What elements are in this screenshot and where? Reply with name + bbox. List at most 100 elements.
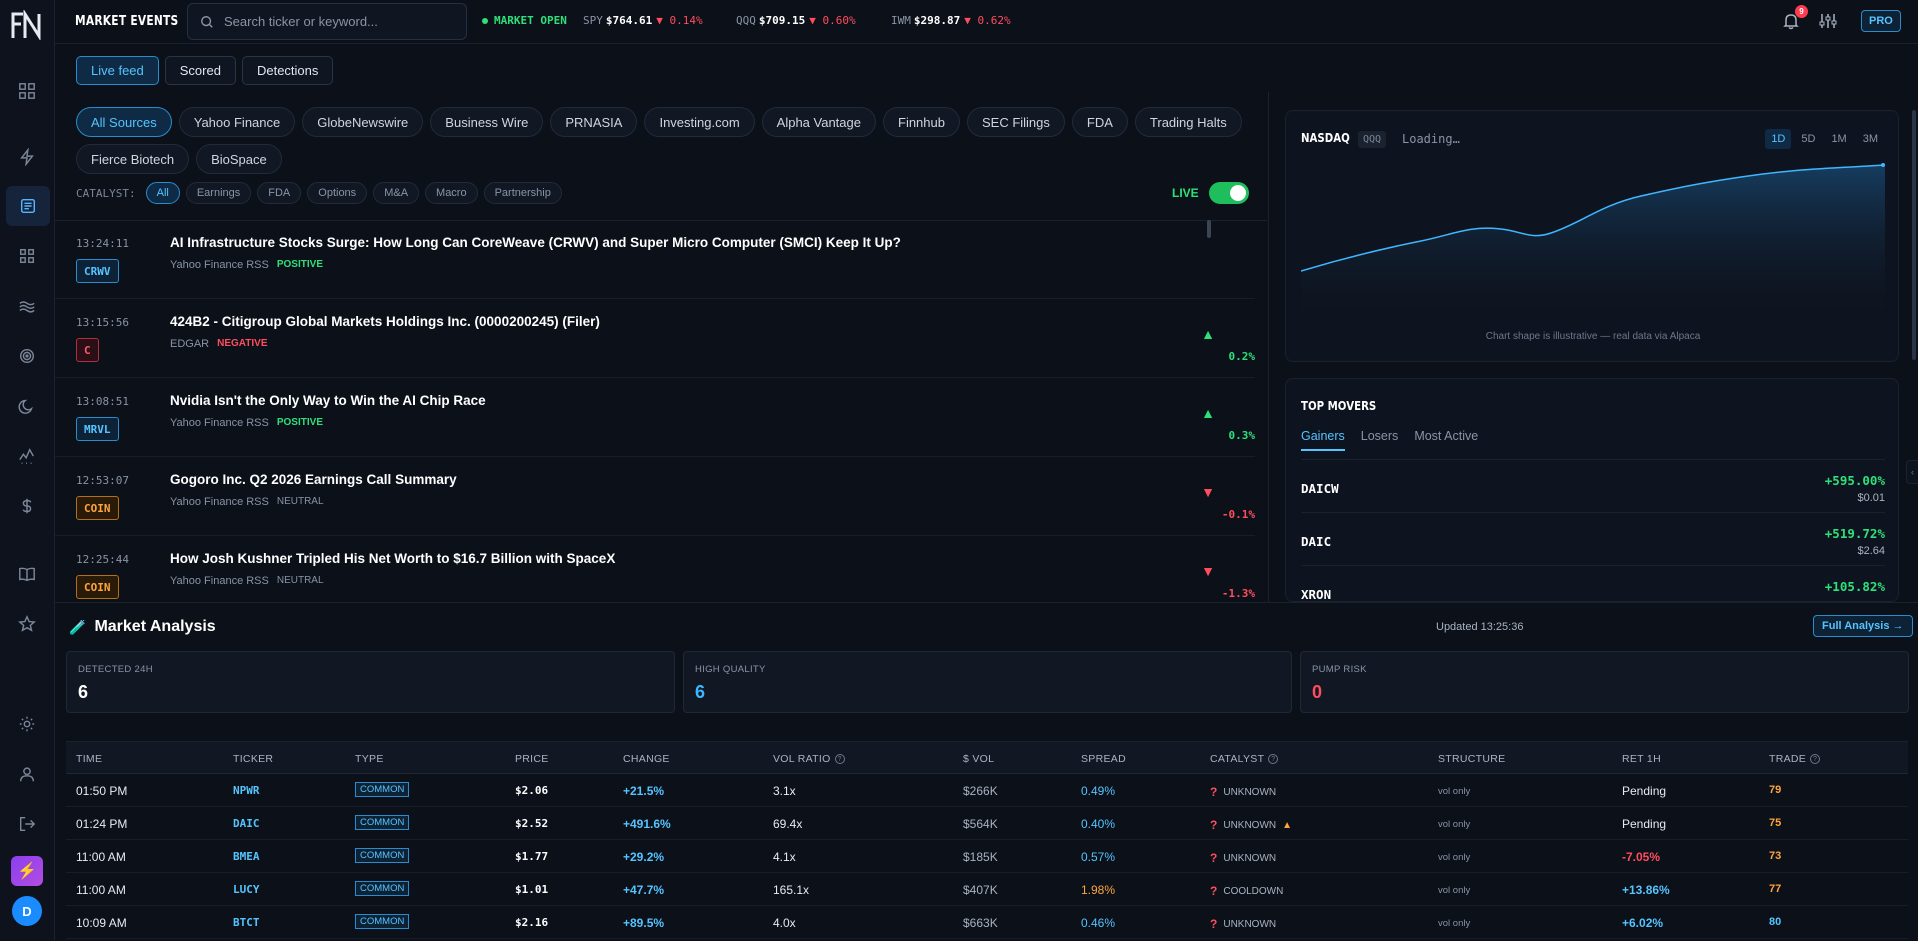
source-chip[interactable]: Business Wire — [430, 107, 544, 137]
activity-icon[interactable] — [14, 443, 40, 469]
column-header[interactable]: VOL RATIO? — [773, 753, 845, 765]
sliders-icon[interactable] — [1819, 12, 1837, 30]
dollar-icon[interactable] — [14, 493, 40, 519]
source-chip[interactable]: Alpha Vantage — [761, 107, 876, 137]
column-header[interactable]: STRUCTURE — [1438, 753, 1506, 765]
source-chip[interactable]: Trading Halts — [1134, 107, 1242, 137]
dashboard-icon[interactable] — [14, 78, 40, 104]
source-chip[interactable]: All Sources — [76, 107, 172, 137]
catalyst-chip[interactable]: Options — [307, 182, 368, 204]
ticker-badge[interactable]: MRVL — [76, 417, 119, 441]
list-item[interactable]: 13:24:11 CRWV AI Infrastructure Stocks S… — [55, 221, 1255, 299]
ticker-badge[interactable]: CRWV — [76, 259, 119, 283]
moon-icon[interactable] — [14, 393, 40, 419]
help-icon[interactable]: ? — [1268, 754, 1279, 764]
ticker-badge[interactable]: C — [76, 338, 99, 362]
source-chip[interactable]: FDA — [1071, 107, 1128, 137]
list-item[interactable]: 13:15:56 C 424B2 - Citigroup Global Mark… — [55, 300, 1255, 378]
list-item[interactable]: 13:08:51 MRVL Nvidia Isn't the Only Way … — [55, 379, 1255, 457]
catalyst-chip[interactable]: Partnership — [483, 182, 562, 204]
ticker-spy[interactable]: SPY $764.61 ▼ 0.14% — [583, 14, 703, 27]
tab-detections[interactable]: Detections — [241, 56, 334, 85]
column-header[interactable]: $ VOL — [963, 753, 995, 765]
grid-icon[interactable] — [14, 243, 40, 269]
headline[interactable]: How Josh Kushner Tripled His Net Worth t… — [170, 551, 616, 566]
table-row[interactable]: 01:50 PM NPWR COMMON $2.06 +21.5% 3.1x $… — [66, 774, 1908, 807]
tab-scored[interactable]: Scored — [164, 56, 236, 85]
lightning-icon[interactable] — [14, 144, 40, 170]
tab-gainers[interactable]: Gainers — [1301, 429, 1345, 451]
source-chip[interactable]: GlobeNewswire — [302, 107, 424, 137]
headline[interactable]: 424B2 - Citigroup Global Markets Holding… — [170, 314, 600, 329]
logout-icon[interactable] — [14, 811, 40, 837]
mover-row[interactable]: DAIC +519.72% $2.64 — [1301, 514, 1885, 566]
book-icon[interactable] — [14, 561, 40, 587]
bell-icon[interactable] — [1782, 12, 1800, 30]
ticker-badge[interactable]: COIN — [76, 496, 119, 520]
column-header[interactable]: RET 1H — [1622, 753, 1661, 765]
cell-ticker[interactable]: DAIC — [233, 817, 260, 830]
headline[interactable]: Gogoro Inc. Q2 2026 Earnings Call Summar… — [170, 472, 457, 487]
table-row[interactable]: 11:00 AM LUCY COMMON $1.01 +47.7% 165.1x… — [66, 873, 1908, 906]
collapse-panel-icon[interactable]: ‹ — [1906, 460, 1918, 484]
cell-ticker[interactable]: LUCY — [233, 883, 260, 896]
cell-ticker[interactable]: NPWR — [233, 784, 260, 797]
column-header[interactable]: TRADE? — [1769, 753, 1821, 765]
catalyst-chip[interactable]: All — [145, 182, 180, 204]
table-row[interactable]: 11:00 AM BMEA COMMON $1.77 +29.2% 4.1x $… — [66, 840, 1908, 873]
catalyst-chip[interactable]: Macro — [425, 182, 478, 204]
tab-most-active[interactable]: Most Active — [1414, 429, 1479, 443]
range-button[interactable]: 5D — [1801, 133, 1816, 145]
user-icon[interactable] — [14, 761, 40, 787]
table-row[interactable]: 10:09 AM BTCT COMMON $2.16 +89.5% 4.0x $… — [66, 906, 1908, 939]
source-chip[interactable]: Fierce Biotech — [76, 144, 190, 174]
ticker-qqq[interactable]: QQQ $709.15 ▼ 0.60% — [736, 14, 856, 27]
pro-badge[interactable]: PRO — [1861, 10, 1901, 32]
news-icon[interactable] — [6, 186, 50, 226]
full-analysis-button[interactable]: Full Analysis → — [1813, 615, 1913, 637]
target-icon[interactable] — [14, 343, 40, 369]
settings-icon[interactable] — [14, 711, 40, 737]
cell-ticker[interactable]: BMEA — [233, 850, 260, 863]
panel-scrollbar[interactable] — [1912, 110, 1916, 360]
avatar[interactable]: D — [12, 896, 42, 926]
headline[interactable]: Nvidia Isn't the Only Way to Win the AI … — [170, 393, 486, 408]
tab-losers[interactable]: Losers — [1360, 429, 1399, 443]
column-header[interactable]: PRICE — [515, 753, 549, 765]
column-header[interactable]: TIME — [76, 753, 103, 765]
waves-icon[interactable] — [14, 293, 40, 319]
live-toggle[interactable] — [1208, 182, 1249, 204]
catalyst-chip[interactable]: Earnings — [185, 182, 252, 204]
range-button[interactable]: 1D — [1765, 129, 1792, 149]
search-input[interactable] — [224, 14, 454, 29]
feed-scrollbar[interactable] — [1207, 220, 1211, 238]
range-button[interactable]: 1M — [1831, 133, 1847, 145]
mover-row[interactable]: XRON +105.82% — [1301, 567, 1885, 601]
app-logo[interactable] — [11, 10, 43, 40]
mover-row[interactable]: DAICW +595.00% $0.01 — [1301, 461, 1885, 513]
cell-ticker[interactable]: BTCT — [233, 916, 260, 929]
column-header[interactable]: TYPE — [355, 753, 384, 765]
column-header[interactable]: SPREAD — [1081, 753, 1126, 765]
range-button[interactable]: 3M — [1862, 133, 1878, 145]
catalyst-chip[interactable]: M&A — [373, 182, 420, 204]
source-chip[interactable]: Investing.com — [644, 107, 755, 137]
ticker-badge[interactable]: COIN — [76, 575, 119, 599]
headline[interactable]: AI Infrastructure Stocks Surge: How Long… — [170, 235, 901, 250]
column-header[interactable]: CHANGE — [623, 753, 670, 765]
source-chip[interactable]: PRNASIA — [550, 107, 638, 137]
help-icon[interactable]: ? — [1810, 754, 1821, 764]
star-icon[interactable] — [14, 611, 40, 637]
help-icon[interactable]: ? — [834, 754, 845, 764]
source-chip[interactable]: SEC Filings — [966, 107, 1065, 137]
column-header[interactable]: CATALYST? — [1210, 753, 1279, 765]
upgrade-lightning-button[interactable]: ⚡ — [11, 856, 43, 886]
list-item[interactable]: 12:53:07 COIN Gogoro Inc. Q2 2026 Earnin… — [55, 458, 1255, 536]
source-chip[interactable]: Finnhub — [883, 107, 960, 137]
search-box[interactable] — [187, 3, 467, 40]
column-header[interactable]: TICKER — [233, 753, 274, 765]
catalyst-chip[interactable]: FDA — [257, 182, 302, 204]
list-item[interactable]: 12:25:44 COIN How Josh Kushner Tripled H… — [55, 537, 1255, 602]
ticker-iwm[interactable]: IWM $298.87 ▼ 0.62% — [891, 14, 1011, 27]
source-chip[interactable]: Yahoo Finance — [178, 107, 296, 137]
